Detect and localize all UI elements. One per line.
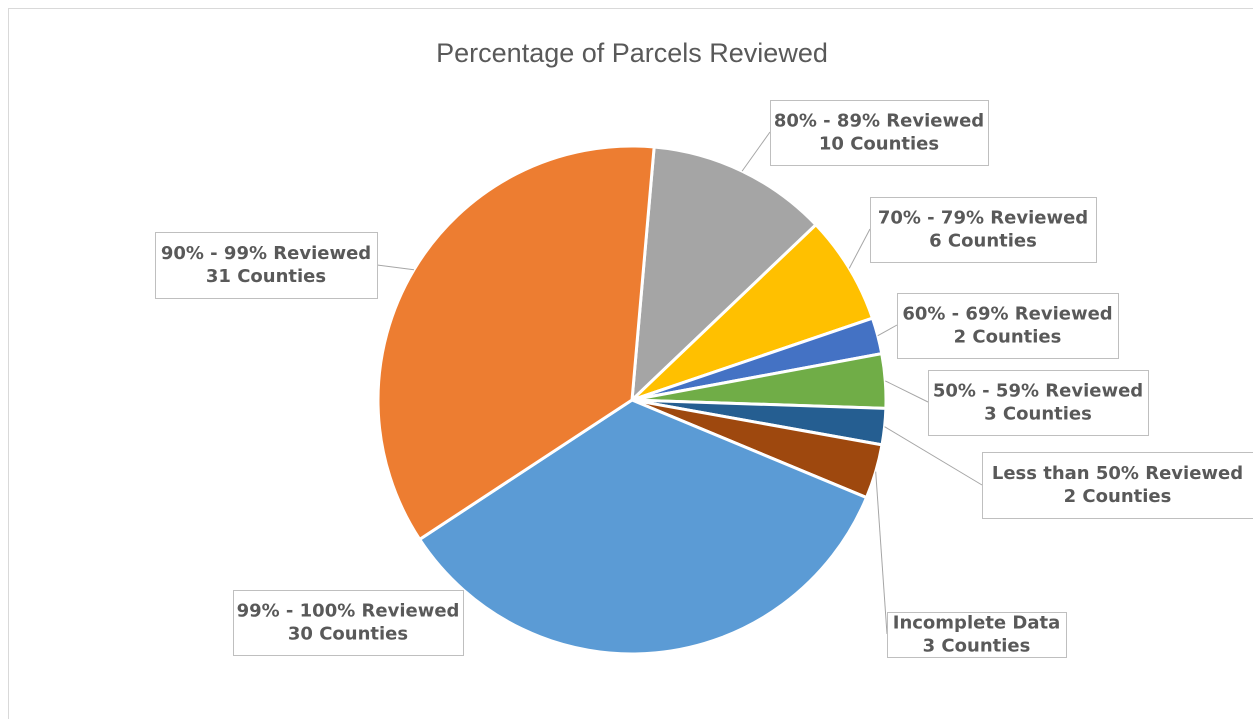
data-label-value: 2 Counties xyxy=(954,327,1062,348)
data-label-value: 31 Counties xyxy=(206,266,326,287)
label-box xyxy=(897,293,1119,359)
data-label-value: 6 Counties xyxy=(929,231,1037,252)
chart-title: Percentage of Parcels Reviewed xyxy=(436,38,828,68)
leader-line xyxy=(884,426,983,486)
label-box xyxy=(155,232,378,299)
pie-slice xyxy=(630,222,875,402)
data-label-value: 10 Counties xyxy=(819,134,939,155)
label-box xyxy=(928,370,1149,436)
data-label-value: 3 Counties xyxy=(984,404,1092,425)
label-box xyxy=(233,590,464,656)
label-box xyxy=(770,100,989,166)
leader-line xyxy=(885,380,929,403)
data-label-category: 50% - 59% Reviewed xyxy=(933,381,1143,402)
label-box xyxy=(982,452,1253,519)
label-box xyxy=(887,612,1067,658)
pie-slice xyxy=(417,398,869,656)
data-label-value: 2 Counties xyxy=(1064,486,1172,507)
data-label-category: 99% - 100% Reviewed xyxy=(237,601,460,622)
pie-slice xyxy=(630,145,818,404)
data-label-category: 80% - 89% Reviewed xyxy=(774,111,984,132)
data-label-category: Less than 50% Reviewed xyxy=(992,463,1243,484)
data-label-category: 60% - 69% Reviewed xyxy=(902,304,1112,325)
leader-line xyxy=(875,471,888,635)
data-label-category: 70% - 79% Reviewed xyxy=(878,208,1088,229)
data-label-value: 30 Counties xyxy=(288,624,408,645)
data-label-value: 3 Counties xyxy=(923,636,1031,657)
data-label-category: Incomplete Data xyxy=(893,613,1060,634)
pie-slice xyxy=(376,144,656,542)
data-label-category: 90% - 99% Reviewed xyxy=(161,243,371,264)
leader-line xyxy=(848,228,871,269)
leader-line xyxy=(877,324,898,337)
label-box xyxy=(870,197,1097,263)
leader-line xyxy=(741,131,771,172)
leader-line xyxy=(376,264,415,271)
